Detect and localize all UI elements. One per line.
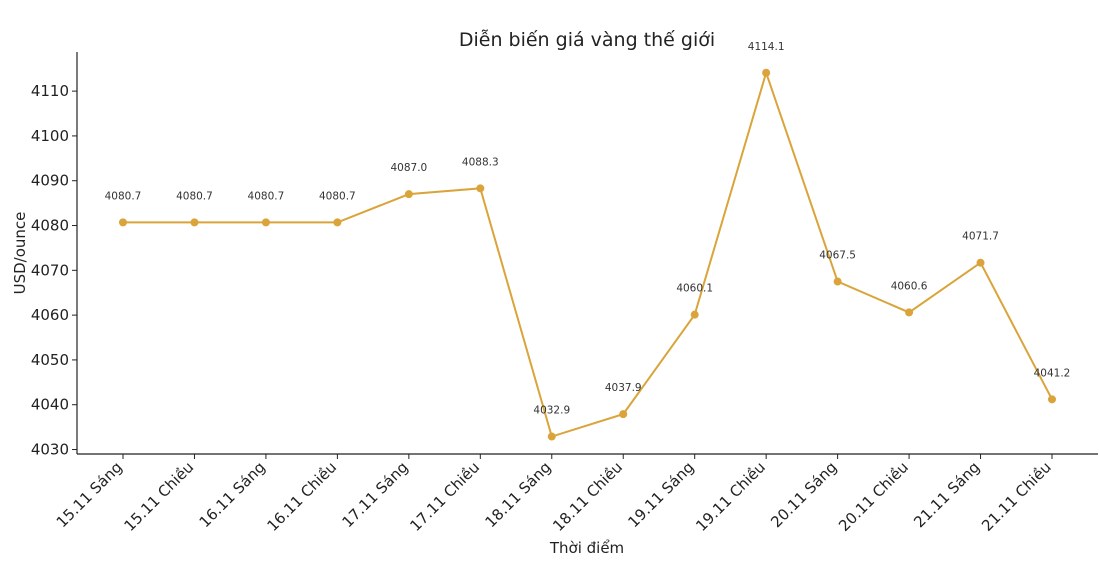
- data-label: 4060.1: [676, 283, 713, 295]
- data-label: 4037.9: [605, 382, 642, 394]
- chart-title: Diễn biến giá vàng thế giới: [459, 28, 715, 51]
- data-label: 4060.6: [891, 280, 928, 292]
- x-axis-title: Thời điểm: [549, 539, 624, 557]
- x-tick-label: 17.11 Sáng: [339, 458, 412, 531]
- x-tick-label: 15.11 Chiều: [121, 458, 198, 535]
- data-point: [619, 410, 628, 419]
- x-tick-label: 18.11 Sáng: [481, 458, 554, 531]
- x-tick-label: 16.11 Sáng: [196, 458, 269, 531]
- x-tick-label: 16.11 Chiều: [263, 458, 340, 535]
- x-tick-label: 20.11 Chiều: [835, 458, 912, 535]
- data-point: [1048, 395, 1056, 404]
- data-point: [333, 218, 342, 227]
- x-tick-label: 21.11 Chiều: [978, 458, 1055, 535]
- data-point: [547, 432, 556, 441]
- data-label: 4067.5: [819, 250, 856, 262]
- y-tick-label: 4110: [31, 82, 69, 100]
- series-line: [123, 69, 1053, 438]
- y-tick-label: 4100: [31, 127, 69, 145]
- data-label: 4080.7: [319, 190, 356, 202]
- data-point: [476, 184, 485, 193]
- data-point: [190, 218, 199, 227]
- data-label: 4080.7: [176, 190, 213, 202]
- y-tick-label: 4050: [31, 351, 69, 369]
- data-label: 4041.2: [1034, 367, 1071, 379]
- data-label: 4114.1: [748, 41, 785, 53]
- y-tick-label: 4060: [31, 306, 69, 324]
- data-label: 4032.9: [533, 405, 570, 417]
- y-tick-label: 4080: [31, 217, 69, 235]
- data-label: 4088.3: [462, 156, 499, 168]
- data-point: [976, 258, 985, 267]
- data-point: [119, 218, 127, 227]
- data-label: 4071.7: [962, 231, 999, 243]
- data-point: [404, 190, 413, 199]
- x-tick-label: 20.11 Sáng: [767, 458, 840, 531]
- data-label: 4080.7: [105, 190, 142, 202]
- x-tick-label: 21.11 Sáng: [910, 458, 983, 531]
- y-axis-title: USD/ounce: [11, 212, 29, 295]
- y-ticks: 4030 4040 4050 4060 4070 4080 4090 4100 4110: [31, 82, 77, 459]
- y-tick-label: 4040: [31, 396, 69, 414]
- y-tick-label: 4030: [31, 441, 69, 459]
- data-labels: 4080.7 4080.7 4080.7 4080.7 4087.0 4088.3 4032…: [105, 41, 1071, 417]
- x-tick-label: 19.11 Chiều: [692, 458, 769, 535]
- data-label: 4080.7: [248, 190, 285, 202]
- data-point: [833, 277, 842, 286]
- x-tick-label: 19.11 Sáng: [624, 458, 697, 531]
- x-tick-label: 18.11 Chiều: [549, 458, 626, 535]
- y-tick-label: 4070: [31, 261, 69, 279]
- data-point: [690, 310, 699, 319]
- data-point: [905, 308, 914, 317]
- data-point: [762, 68, 771, 77]
- data-points: [119, 68, 1056, 441]
- x-tick-label: 17.11 Chiều: [406, 458, 483, 535]
- y-tick-label: 4090: [31, 172, 69, 190]
- data-point: [261, 218, 270, 227]
- data-label: 4087.0: [390, 162, 427, 174]
- x-tick-label: 15.11 Sáng: [53, 458, 126, 531]
